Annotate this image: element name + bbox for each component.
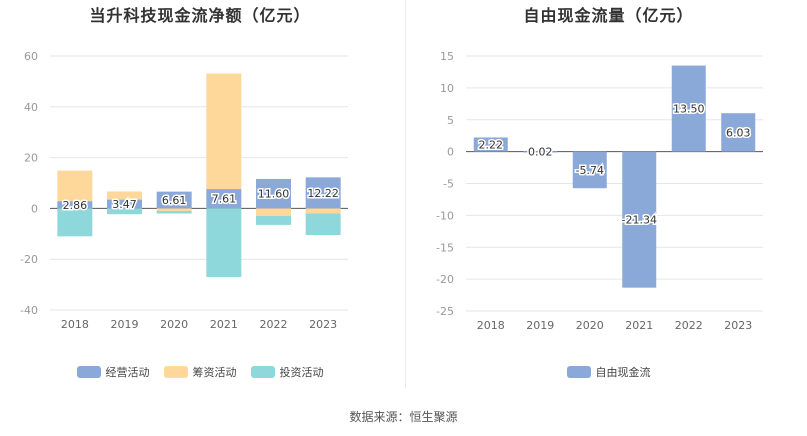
data-label: 13.50 [673,103,705,116]
legend-swatch [250,366,275,378]
y-tick-label: 5 [447,114,454,127]
bar-operating [57,201,93,209]
bar-operating [156,191,192,209]
bar-investing [156,210,192,214]
y-tick-label: 40 [24,101,38,114]
cashflow-chart-panel: 当升科技现金流净额（亿元） -40 -20 0 20 40 60 2018 2019 2020 2… [0,0,400,400]
data-label: 0.02 [528,146,553,159]
data-label: 12.22 [307,187,339,200]
x-tick-label: 2023 [309,318,337,331]
panel-divider [405,0,406,388]
fcf-chart-panel: 自由现金流量（亿元） -25 -20 -15 -10 -5 0 5 10 15 2018 2019 2… [410,0,807,400]
legend-label: 筹资活动 [192,366,237,379]
data-label: 7.61 [212,193,237,206]
bar-investing [57,208,93,237]
bar-investing [206,208,242,277]
y-tick-label: 0 [31,202,38,215]
bar-fcf [473,137,508,152]
y-tick-label: 10 [440,82,454,95]
x-tick-label: 2023 [724,319,752,332]
bar-financing [206,73,242,190]
x-tick-label: 2021 [210,318,238,331]
y-tick-label: -25 [436,305,454,318]
data-label: 6.61 [162,194,187,207]
bar-investing [256,216,291,225]
legend-item-financing[interactable]: 筹资活动 [163,364,237,380]
x-tick-label: 2022 [260,318,288,331]
bar-investing [107,208,142,215]
x-tick-label: 2020 [576,319,604,332]
cashflow-legend: 经营活动 筹资活动 投资活动 [0,364,400,380]
x-tick-label: 2019 [526,319,554,332]
bar-fcf [721,113,756,152]
fcf-legend: 自由现金流 [410,364,807,380]
y-tick-label: -15 [436,241,454,254]
legend-swatch [163,366,188,378]
fcf-chart: -25 -20 -15 -10 -5 0 5 10 15 2018 2019 2020 2021 2022… [436,50,763,332]
legend-swatch [76,366,101,378]
data-label: 3.47 [112,198,137,211]
x-tick-label: 2021 [625,319,653,332]
bar-fcf [671,65,706,152]
bar-financing [156,208,192,211]
legend-item-investing[interactable]: 投资活动 [250,364,324,380]
cashflow-chart-title: 当升科技现金流净额（亿元） [89,6,311,25]
x-tick-label: 2018 [477,319,505,332]
x-tick-label: 2019 [111,318,139,331]
bar-financing [57,170,93,202]
data-source-note: 数据来源：恒生聚源 [349,410,458,424]
bar-financing [107,191,142,200]
y-tick-label: 0 [447,146,454,159]
legend-item-fcf[interactable]: 自由现金流 [566,364,651,380]
bar-operating [256,178,291,209]
y-tick-label: -5 [443,178,454,191]
data-label: -5.74 [576,164,604,177]
bar-fcf [622,151,657,288]
bar-operating [206,189,242,209]
fcf-chart-title: 自由现金流量（亿元） [523,6,694,25]
legend-item-operating[interactable]: 经营活动 [76,364,150,380]
legend-label: 自由现金流 [595,366,651,379]
cashflow-chart: -40 -20 0 20 40 60 2018 2019 2020 2021 2022 2023 2.8… [20,50,348,331]
data-label: 2.86 [63,199,88,212]
y-tick-label: 15 [440,50,454,63]
bar-operating [107,199,142,209]
data-label: 2.22 [479,139,504,152]
bar-operating [305,177,341,209]
x-tick-label: 2020 [160,318,188,331]
legend-label: 投资活动 [279,366,324,379]
data-label: -21.34 [622,214,657,227]
bar-fcf [572,151,607,189]
y-tick-label: 20 [24,152,38,165]
y-tick-label: 60 [24,50,38,63]
y-tick-label: -20 [436,273,454,286]
y-tick-label: -10 [436,209,454,222]
x-tick-label: 2018 [61,318,89,331]
bar-financing [305,208,341,214]
data-label: 6.03 [726,126,751,139]
y-tick-label: -40 [20,304,38,317]
bar-financing [256,208,291,217]
y-tick-label: -20 [20,253,38,266]
bar-fcf [523,151,558,153]
bar-investing [305,213,341,236]
data-label: 11.60 [258,188,290,201]
legend-label: 经营活动 [105,366,150,379]
x-tick-label: 2022 [675,319,703,332]
legend-swatch [566,366,591,378]
